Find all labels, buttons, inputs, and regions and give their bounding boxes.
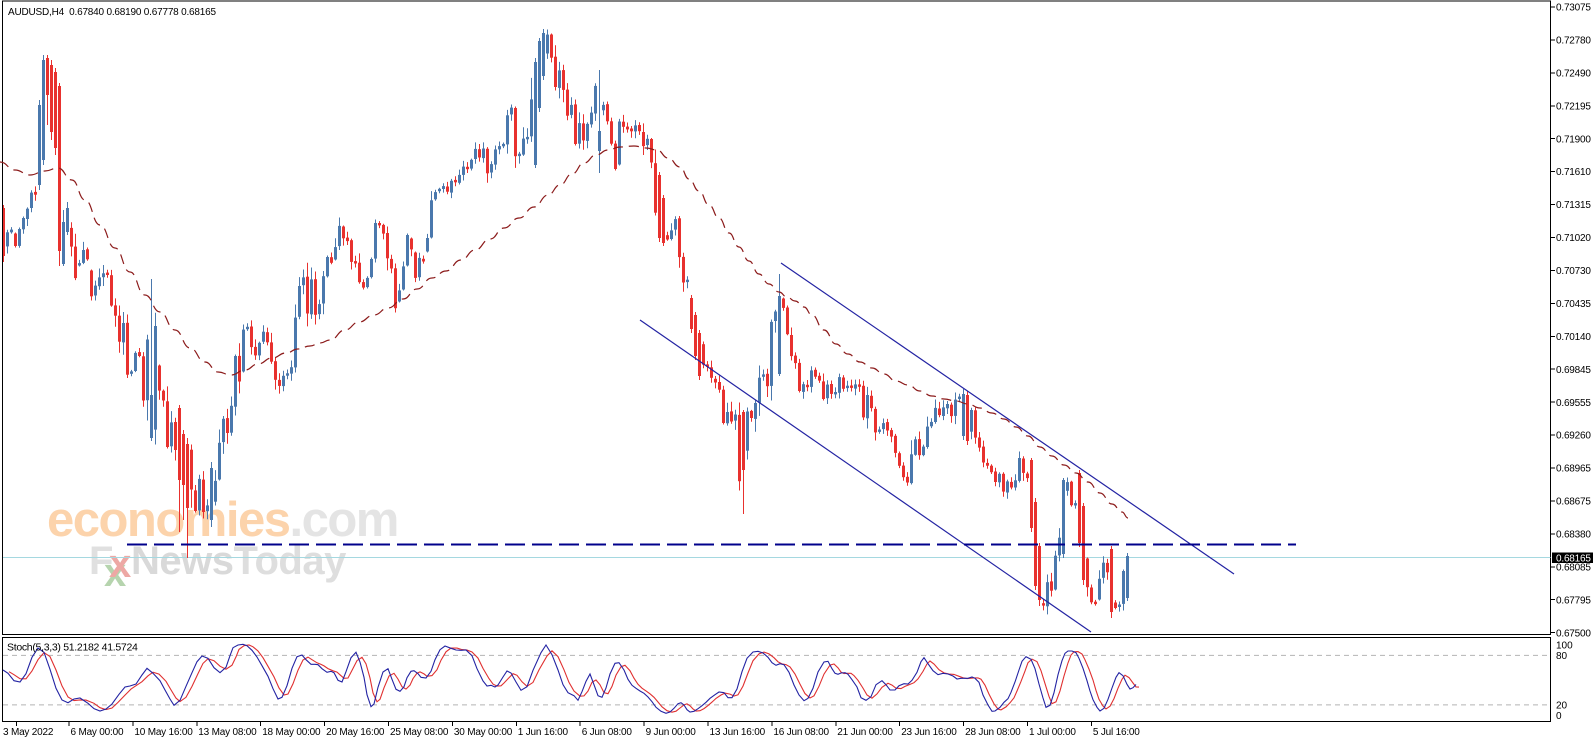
svg-text:NewsToday: NewsToday (131, 539, 347, 583)
svg-text:economies.com: economies.com (47, 493, 398, 547)
svg-text:x: x (104, 551, 126, 595)
svg-text:1 Jul 00:00: 1 Jul 00:00 (1029, 727, 1076, 738)
svg-text:0.68165: 0.68165 (1556, 553, 1591, 564)
svg-text:0.71900: 0.71900 (1556, 134, 1591, 145)
svg-text:18 May 00:00: 18 May 00:00 (262, 727, 321, 738)
svg-text:16 Jun 08:00: 16 Jun 08:00 (773, 727, 829, 738)
svg-text:F: F (89, 539, 113, 583)
svg-text:100: 100 (1556, 641, 1573, 652)
svg-text:0.68085: 0.68085 (1556, 562, 1591, 573)
svg-text:21 Jun 00:00: 21 Jun 00:00 (837, 727, 893, 738)
svg-text:x: x (109, 542, 131, 586)
svg-text:23 Jun 16:00: 23 Jun 16:00 (901, 727, 957, 738)
svg-text:5 Jul 16:00: 5 Jul 16:00 (1093, 727, 1140, 738)
svg-text:80: 80 (1556, 651, 1568, 662)
svg-text:9 Jun 00:00: 9 Jun 00:00 (646, 727, 697, 738)
svg-text:0.71610: 0.71610 (1556, 167, 1591, 178)
svg-text:0.72490: 0.72490 (1556, 69, 1591, 80)
svg-text:6 Jun 08:00: 6 Jun 08:00 (582, 727, 633, 738)
svg-text:0.70435: 0.70435 (1556, 299, 1591, 310)
svg-text:3 May 2022: 3 May 2022 (3, 727, 54, 738)
svg-text:0.68380: 0.68380 (1556, 530, 1591, 541)
svg-text:0.70730: 0.70730 (1556, 266, 1591, 277)
svg-text:6 May 00:00: 6 May 00:00 (71, 727, 124, 738)
svg-text:0.69260: 0.69260 (1556, 431, 1591, 442)
svg-text:28 Jun 08:00: 28 Jun 08:00 (965, 727, 1021, 738)
svg-text:20: 20 (1556, 701, 1568, 712)
svg-text:AUDUSD,H4 0.67840 0.68190 0.6: AUDUSD,H4 0.67840 0.68190 0.67778 0.6816… (8, 7, 217, 18)
svg-text:0.69845: 0.69845 (1556, 365, 1591, 376)
svg-text:0.67500: 0.67500 (1556, 628, 1591, 639)
svg-text:1 Jun 16:00: 1 Jun 16:00 (518, 727, 569, 738)
svg-text:0.72195: 0.72195 (1556, 101, 1591, 112)
svg-text:0.70140: 0.70140 (1556, 332, 1591, 343)
svg-text:30 May 00:00: 30 May 00:00 (454, 727, 513, 738)
svg-text:20 May 16:00: 20 May 16:00 (326, 727, 385, 738)
svg-text:0: 0 (1556, 711, 1562, 722)
svg-text:0.71020: 0.71020 (1556, 233, 1591, 244)
svg-text:0.68965: 0.68965 (1556, 464, 1591, 475)
svg-text:Stoch(5,3,3) 51.2182 41.5724: Stoch(5,3,3) 51.2182 41.5724 (7, 642, 138, 654)
svg-text:0.68675: 0.68675 (1556, 497, 1591, 508)
svg-text:0.72780: 0.72780 (1556, 36, 1591, 47)
svg-text:0.71315: 0.71315 (1556, 200, 1591, 211)
svg-text:0.67795: 0.67795 (1556, 595, 1591, 606)
svg-text:13 Jun 16:00: 13 Jun 16:00 (710, 727, 766, 738)
svg-text:25 May 08:00: 25 May 08:00 (390, 727, 449, 738)
svg-text:10 May 16:00: 10 May 16:00 (134, 727, 193, 738)
svg-text:13 May 08:00: 13 May 08:00 (198, 727, 257, 738)
svg-text:0.69555: 0.69555 (1556, 398, 1591, 409)
svg-text:0.73075: 0.73075 (1556, 3, 1591, 14)
